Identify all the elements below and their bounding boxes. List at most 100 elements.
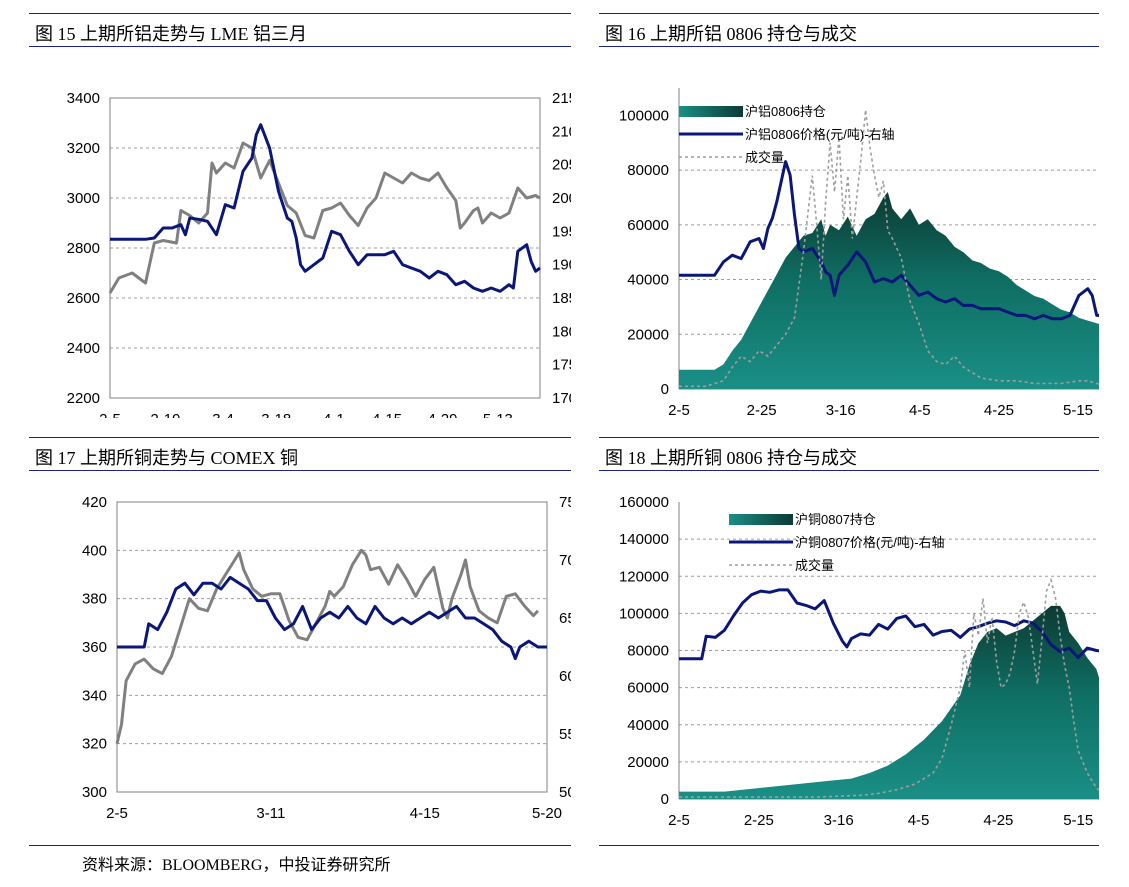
chart-title: 图 16 上期所铝 0806 持仓与成交	[605, 24, 857, 44]
y2-tick-label: 18500	[552, 290, 571, 307]
y-tick-label: 400	[82, 542, 107, 559]
x-tick-label: 3-18	[261, 411, 291, 418]
series-line-right	[110, 123, 541, 293]
y2-tick-label: 19500	[552, 223, 571, 240]
series-line-right	[117, 575, 547, 661]
panel-fig18: 图 18 上期所铜 0806 持仓与成交 160000 140000 120000 1…	[599, 437, 1099, 832]
plot-area-border	[109, 97, 541, 399]
y2-tick-label: 21000	[552, 123, 571, 140]
y-tick-label: 2200	[67, 390, 100, 407]
x-tick-label: 4-5	[909, 402, 931, 418]
y-tick-label: 60000	[627, 217, 669, 234]
y2-tick-label: 21500	[552, 90, 571, 107]
y2-tick-label: 20500	[552, 157, 571, 174]
footer-rule-left	[29, 845, 571, 846]
series-area-open-interest	[679, 605, 1099, 799]
y-tick-label: 2400	[67, 340, 100, 357]
legend-label: 沪铝0806持仓	[745, 104, 826, 119]
panel-title-bar: 图 15 上期所铝走势与 LME 铝三月	[29, 13, 571, 47]
y-tick-label: 380	[82, 591, 107, 608]
x-tick-label: 2-19	[150, 411, 180, 418]
x-tick-label: 2-5	[99, 411, 121, 418]
y-tick-label: 160000	[619, 494, 669, 511]
chart-title: 图 15 上期所铝走势与 LME 铝三月	[35, 24, 307, 44]
y2-tick-label: 20000	[552, 190, 571, 207]
x-tick-label: 3-16	[826, 402, 856, 418]
x-tick-label: 5-15	[1063, 402, 1093, 418]
y-tick-label: 140000	[619, 531, 669, 548]
legend-swatch-area	[729, 514, 793, 525]
x-tick-label: 4-29	[427, 411, 457, 418]
footer-rule-right	[599, 845, 1099, 846]
x-tick-label: 4-1	[323, 411, 345, 418]
chart-title: 图 18 上期所铜 0806 持仓与成交	[605, 448, 857, 468]
legend-swatch-area	[679, 106, 743, 117]
y-tick-label: 3400	[67, 90, 100, 107]
x-tick-label: 5-15	[1063, 812, 1093, 829]
y-tick-label: 100000	[619, 107, 669, 124]
x-tick-label: 4-15	[410, 805, 440, 822]
y2-tick-label: 60000	[559, 668, 571, 685]
series-area-open-interest	[679, 192, 1099, 389]
panel-title-bar: 图 17 上期所铜走势与 COMEX 铜	[29, 437, 571, 471]
y-tick-label: 2800	[67, 240, 100, 257]
x-tick-label: 4-25	[983, 812, 1013, 829]
y-tick-label: 120000	[619, 568, 669, 585]
chart-fig17: 420 400 380 360 340 320 300 75000 70000 65000 6000…	[82, 494, 571, 822]
y-tick-label: 340	[82, 687, 107, 704]
y2-tick-label: 55000	[559, 726, 571, 743]
x-tick-label: 4-5	[908, 812, 930, 829]
y-tick-label: 20000	[627, 326, 669, 343]
chart-fig15: 3400 3200 3000 2800 2600 2400 2200 21500 21000 20…	[67, 90, 571, 418]
series-line-left	[108, 141, 541, 294]
y-tick-label: 40000	[627, 272, 669, 289]
legend-label: 沪铜0807持仓	[795, 512, 876, 527]
x-tick-label: 5-20	[532, 805, 562, 822]
y-tick-label: 420	[82, 494, 107, 511]
series-line-volume	[679, 109, 1099, 388]
y-tick-label: 60000	[627, 680, 669, 697]
panel-fig17: 图 17 上期所铜走势与 COMEX 铜 420 400 380 360 340 320 3…	[29, 437, 571, 832]
y-tick-label: 80000	[627, 643, 669, 660]
legend-label: 沪铜0807价格(元/吨)-右轴	[795, 535, 945, 550]
y2-tick-label: 75000	[559, 494, 571, 511]
x-tick-label: 2-25	[747, 402, 777, 418]
x-tick-label: 2-25	[744, 812, 774, 829]
y-tick-label: 100000	[619, 605, 669, 622]
chart-fig16: 1000008000060000400002000002210021600211…	[619, 88, 1099, 418]
x-tick-label: 3-16	[824, 812, 854, 829]
y-tick-label: 20000	[627, 754, 669, 771]
source-note: 资料来源：BLOOMBERG，中投证券研究所	[82, 857, 391, 874]
chart-title: 图 17 上期所铜走势与 COMEX 铜	[35, 448, 299, 468]
series-line-volume	[679, 577, 1099, 798]
x-tick-label: 2-5	[668, 402, 690, 418]
panel-fig16: 图 16 上期所铝 0806 持仓与成交 100000 80000 60000 400…	[599, 13, 1099, 418]
x-tick-label: 3-11	[256, 805, 285, 822]
y-tick-label: 360	[82, 639, 107, 656]
y-tick-label: 2600	[67, 290, 100, 307]
panel-fig15: 图 15 上期所铝走势与 LME 铝三月 3400 3200 3000 2800 260…	[29, 13, 571, 418]
panel-title-bar: 图 18 上期所铜 0806 持仓与成交	[599, 437, 1099, 471]
legend-label: 成交量	[745, 150, 784, 165]
y-tick-label: 3200	[67, 140, 100, 157]
y2-tick-label: 50000	[559, 784, 571, 801]
legend-label: 沪铝0806价格(元/吨)-右轴	[745, 127, 895, 142]
series-line-left	[115, 548, 539, 745]
x-tick-label: 3-4	[212, 411, 234, 418]
x-tick-label: 4-25	[984, 402, 1014, 418]
y-tick-label: 3000	[67, 190, 100, 207]
y2-tick-label: 17000	[552, 390, 571, 407]
y2-tick-label: 70000	[559, 552, 571, 569]
y-tick-label: 320	[82, 736, 107, 753]
x-tick-label: 5-13	[483, 411, 513, 418]
y2-tick-label: 19000	[552, 257, 571, 274]
x-tick-label: 4-15	[372, 411, 402, 418]
y-tick-label: 40000	[627, 717, 669, 734]
y2-tick-label: 65000	[559, 610, 571, 627]
panel-title-bar: 图 16 上期所铝 0806 持仓与成交	[599, 13, 1099, 47]
x-tick-label: 2-5	[668, 812, 690, 829]
x-tick-label: 2-5	[106, 805, 128, 822]
plot-area-border	[116, 501, 548, 793]
series-line-right	[679, 160, 1099, 321]
y-tick-label: 0	[661, 791, 669, 808]
